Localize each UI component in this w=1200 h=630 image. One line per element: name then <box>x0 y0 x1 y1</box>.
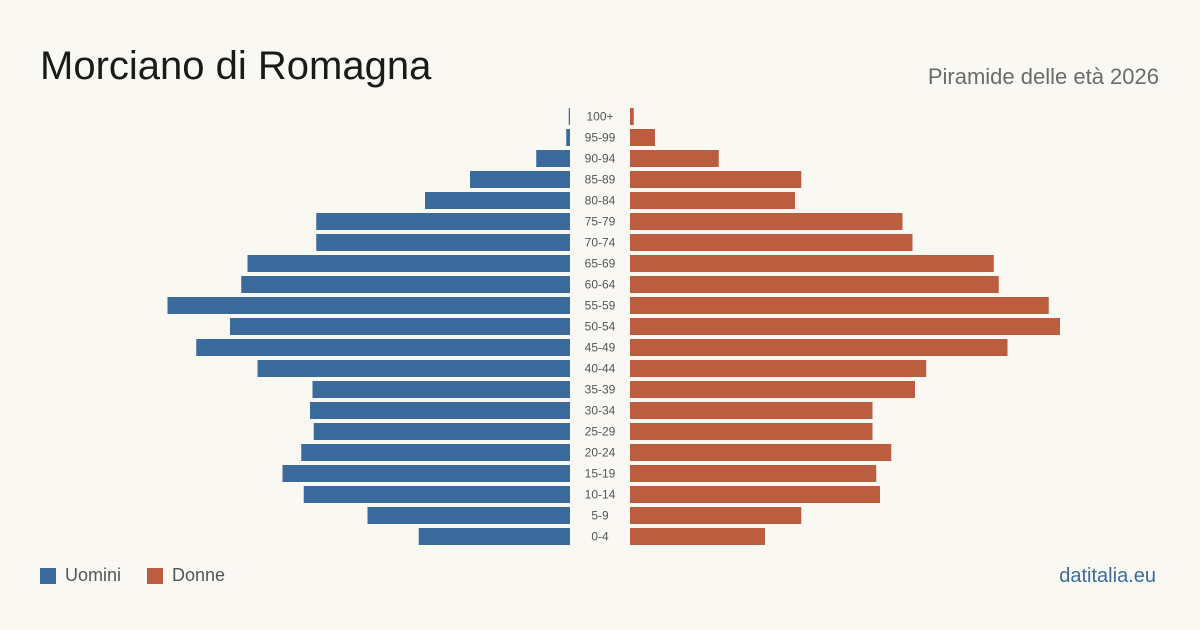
page-title: Morciano di Romagna <box>40 44 432 88</box>
bar-women-20-24 <box>630 444 892 461</box>
age-label-25-29: 25-29 <box>585 425 616 439</box>
bar-men-10-14 <box>303 486 570 503</box>
age-label-35-39: 35-39 <box>585 383 616 397</box>
bar-men-20-24 <box>301 444 570 461</box>
bar-women-50-54 <box>630 318 1060 335</box>
age-label-45-49: 45-49 <box>585 341 616 355</box>
bar-women-95-99 <box>630 129 655 146</box>
bar-women-70-74 <box>630 234 913 251</box>
bar-women-35-39 <box>630 381 915 398</box>
age-label-50-54: 50-54 <box>585 320 616 334</box>
bar-men-15-19 <box>282 465 570 482</box>
legend: Uomini Donne <box>40 565 251 586</box>
bar-men-55-59 <box>167 297 570 314</box>
bar-men-45-49 <box>196 339 570 356</box>
age-label-95-99: 95-99 <box>585 131 616 145</box>
bar-men-85-89 <box>470 171 570 188</box>
age-label-30-34: 30-34 <box>585 404 616 418</box>
bar-women-10-14 <box>630 486 880 503</box>
bar-men-5-9 <box>367 507 570 524</box>
legend-item-women: Donne <box>147 565 225 586</box>
bar-men-60-64 <box>241 276 570 293</box>
age-label-70-74: 70-74 <box>585 236 616 250</box>
bar-men-65-69 <box>247 255 570 272</box>
bar-men-35-39 <box>312 381 570 398</box>
bar-women-85-89 <box>630 171 802 188</box>
bar-women-100plus <box>630 108 634 125</box>
age-label-75-79: 75-79 <box>585 215 616 229</box>
age-label-40-44: 40-44 <box>585 362 616 376</box>
bar-women-90-94 <box>630 150 719 167</box>
bar-men-80-84 <box>425 192 570 209</box>
bar-women-55-59 <box>630 297 1049 314</box>
bar-women-65-69 <box>630 255 994 272</box>
bar-women-45-49 <box>630 339 1008 356</box>
legend-item-men: Uomini <box>40 565 121 586</box>
bar-men-100plus <box>568 108 570 125</box>
bar-women-15-19 <box>630 465 877 482</box>
age-label-0-4: 0-4 <box>591 530 609 544</box>
bar-women-0-4 <box>630 528 765 545</box>
bar-women-60-64 <box>630 276 999 293</box>
legend-label-women: Donne <box>172 565 226 585</box>
bar-women-30-34 <box>630 402 873 419</box>
bar-men-25-29 <box>313 423 570 440</box>
bar-men-75-79 <box>316 213 570 230</box>
bar-men-50-54 <box>230 318 570 335</box>
age-label-55-59: 55-59 <box>585 299 616 313</box>
bar-men-40-44 <box>257 360 570 377</box>
age-label-100plus: 100+ <box>586 110 613 124</box>
bar-women-5-9 <box>630 507 802 524</box>
bar-men-0-4 <box>418 528 570 545</box>
bar-men-30-34 <box>310 402 570 419</box>
legend-swatch-men <box>40 567 56 584</box>
age-label-60-64: 60-64 <box>585 278 616 292</box>
legend-swatch-women <box>147 567 164 584</box>
bar-women-25-29 <box>630 423 873 440</box>
age-label-85-89: 85-89 <box>585 173 616 187</box>
bar-women-40-44 <box>630 360 927 377</box>
age-label-20-24: 20-24 <box>585 446 616 460</box>
age-label-10-14: 10-14 <box>585 488 616 502</box>
age-label-80-84: 80-84 <box>585 194 616 208</box>
bar-men-90-94 <box>536 150 570 167</box>
bar-men-95-99 <box>566 129 570 146</box>
bar-men-70-74 <box>316 234 570 251</box>
bar-women-80-84 <box>630 192 795 209</box>
age-label-90-94: 90-94 <box>585 152 616 166</box>
age-label-5-9: 5-9 <box>591 509 609 523</box>
chart-subtitle: Piramide delle età 2026 <box>927 64 1159 89</box>
age-label-15-19: 15-19 <box>585 467 616 481</box>
source-link[interactable]: datitalia.eu <box>1059 565 1156 587</box>
bar-women-75-79 <box>630 213 903 230</box>
age-label-65-69: 65-69 <box>585 257 616 271</box>
legend-label-men: Uomini <box>65 565 122 585</box>
